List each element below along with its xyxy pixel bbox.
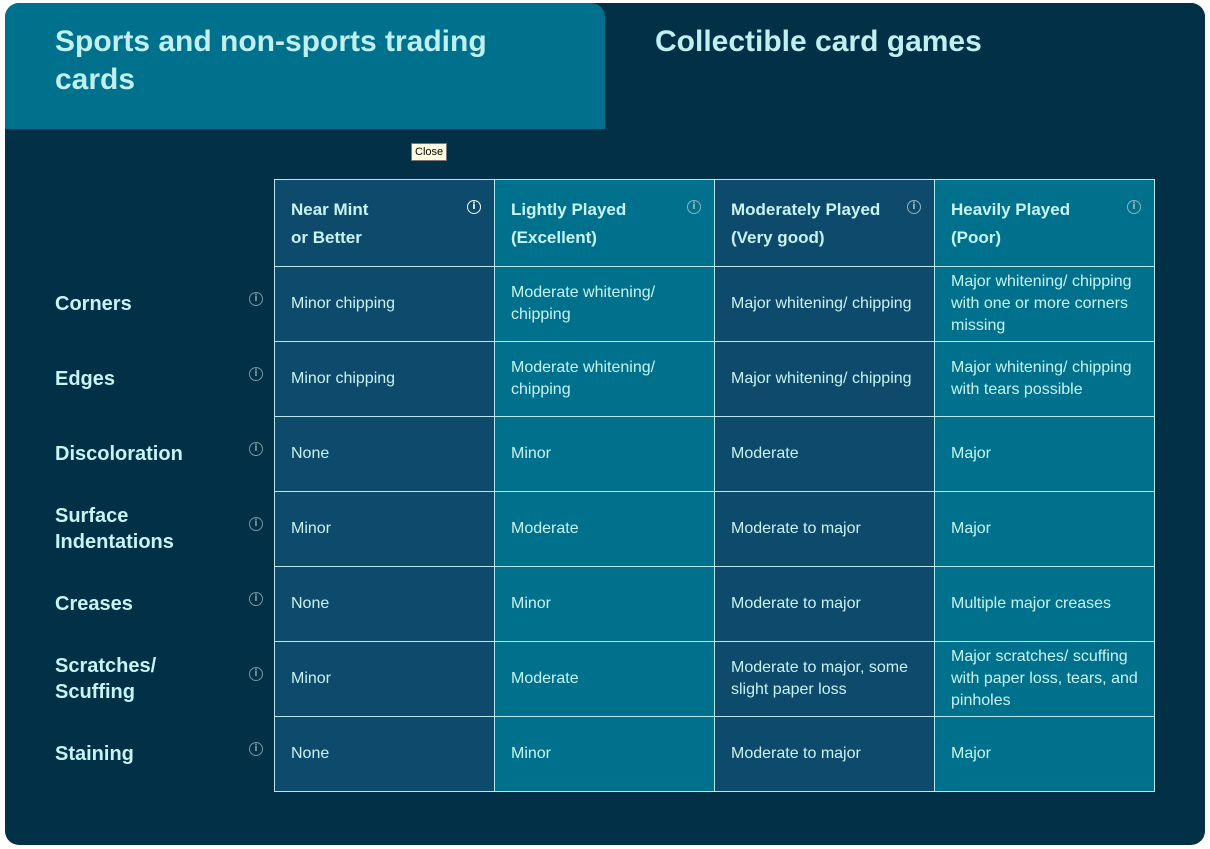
table-cell: Major scratches/ scuffing with paper los… bbox=[934, 641, 1155, 717]
row-label: Scratches/ Scuffing i bbox=[55, 641, 265, 716]
table-cell: Major whitening/ chipping with tears pos… bbox=[934, 341, 1155, 417]
table-row: None Minor Moderate Major bbox=[274, 416, 1155, 492]
row-label-text: Creases bbox=[55, 592, 133, 615]
table-cell: Moderate bbox=[494, 491, 715, 567]
row-label: Staining i bbox=[55, 716, 265, 791]
row-label-text: Surface Indentations bbox=[55, 504, 174, 553]
tab-collectible-card-games[interactable]: Collectible card games bbox=[605, 3, 1205, 129]
info-icon[interactable]: i bbox=[467, 200, 481, 214]
info-icon[interactable]: i bbox=[249, 367, 263, 381]
table-cell: Minor bbox=[274, 641, 495, 717]
info-icon[interactable]: i bbox=[249, 442, 263, 456]
table-row: None Minor Moderate to major Multiple major… bbox=[274, 566, 1155, 642]
column-title-line2: (Poor) bbox=[951, 228, 1002, 247]
table-cell: Minor bbox=[494, 716, 715, 792]
table-cell: Major whitening/ chipping with one or mo… bbox=[934, 266, 1155, 342]
row-label-text: Staining bbox=[55, 742, 134, 765]
row-label: Creases i bbox=[55, 566, 265, 641]
tab-sports-trading-cards[interactable]: Sports and non-sports trading cards bbox=[5, 3, 605, 129]
table-cell: Major whitening/ chipping bbox=[714, 341, 935, 417]
table-cell: Minor bbox=[494, 566, 715, 642]
row-label: Surface Indentations i bbox=[55, 491, 265, 566]
info-icon[interactable]: i bbox=[249, 517, 263, 531]
table-cell: Moderate to major bbox=[714, 491, 935, 567]
table-cell: Minor chipping bbox=[274, 266, 495, 342]
table-cell: Moderate bbox=[714, 416, 935, 492]
row-label-text: Discoloration bbox=[55, 442, 183, 465]
table-row: Minor Moderate Moderate to major Major bbox=[274, 491, 1155, 567]
table-cell: Major bbox=[934, 491, 1155, 567]
close-tooltip: Close bbox=[411, 143, 448, 161]
column-title-line1: Lightly Played bbox=[511, 200, 627, 219]
info-icon[interactable]: i bbox=[687, 200, 701, 214]
table-cell: Moderate whitening/ chipping bbox=[494, 341, 715, 417]
row-label: Discoloration i bbox=[55, 416, 265, 491]
table-cell: Moderate bbox=[494, 641, 715, 717]
table-cell: Moderate to major bbox=[714, 566, 935, 642]
table-cell: Minor bbox=[494, 416, 715, 492]
table-cell: Moderate to major bbox=[714, 716, 935, 792]
info-icon[interactable]: i bbox=[249, 592, 263, 606]
column-title-line2: or Better bbox=[291, 228, 362, 247]
table-row: None Minor Moderate to major Major bbox=[274, 716, 1155, 792]
column-title-line1: Near Mint bbox=[291, 200, 369, 219]
table-cell: Major bbox=[934, 716, 1155, 792]
table-cell: Multiple major creases bbox=[934, 566, 1155, 642]
column-title-line2: (Very good) bbox=[731, 228, 825, 247]
table-row: Minor chipping Moderate whitening/ chippi… bbox=[274, 341, 1155, 417]
info-icon[interactable]: i bbox=[249, 667, 263, 681]
condition-table: Near Mint or Better i Lightly Played (Excell… bbox=[274, 179, 1155, 792]
row-label: Corners i bbox=[55, 266, 265, 341]
column-title-line2: (Excellent) bbox=[511, 228, 597, 247]
info-icon[interactable]: i bbox=[1127, 200, 1141, 214]
row-label-text: Scratches/ Scuffing bbox=[55, 654, 157, 703]
table-cell: Moderate whitening/ chipping bbox=[494, 266, 715, 342]
table-cell: Minor bbox=[274, 491, 495, 567]
table-row: Minor chipping Moderate whitening/ chippi… bbox=[274, 266, 1155, 342]
info-icon[interactable]: i bbox=[249, 742, 263, 756]
column-header: Heavily Played (Poor) i bbox=[934, 179, 1155, 267]
column-header: Moderately Played (Very good) i bbox=[714, 179, 935, 267]
column-header: Lightly Played (Excellent) i bbox=[494, 179, 715, 267]
table-row: Minor Moderate Moderate to major, some sli… bbox=[274, 641, 1155, 717]
row-label: Edges i bbox=[55, 341, 265, 416]
table-cell: None bbox=[274, 716, 495, 792]
info-icon[interactable]: i bbox=[249, 292, 263, 306]
table-cell: None bbox=[274, 566, 495, 642]
column-header: Near Mint or Better i bbox=[274, 179, 495, 267]
table-cell: Major bbox=[934, 416, 1155, 492]
info-icon[interactable]: i bbox=[907, 200, 921, 214]
table-cell: Minor chipping bbox=[274, 341, 495, 417]
table-cell: None bbox=[274, 416, 495, 492]
table-cell: Major whitening/ chipping bbox=[714, 266, 935, 342]
column-title-line1: Moderately Played bbox=[731, 200, 881, 219]
row-label-text: Corners bbox=[55, 292, 132, 315]
row-label-text: Edges bbox=[55, 367, 116, 390]
table-cell: Moderate to major, some slight paper los… bbox=[714, 641, 935, 717]
column-title-line1: Heavily Played bbox=[951, 200, 1071, 219]
